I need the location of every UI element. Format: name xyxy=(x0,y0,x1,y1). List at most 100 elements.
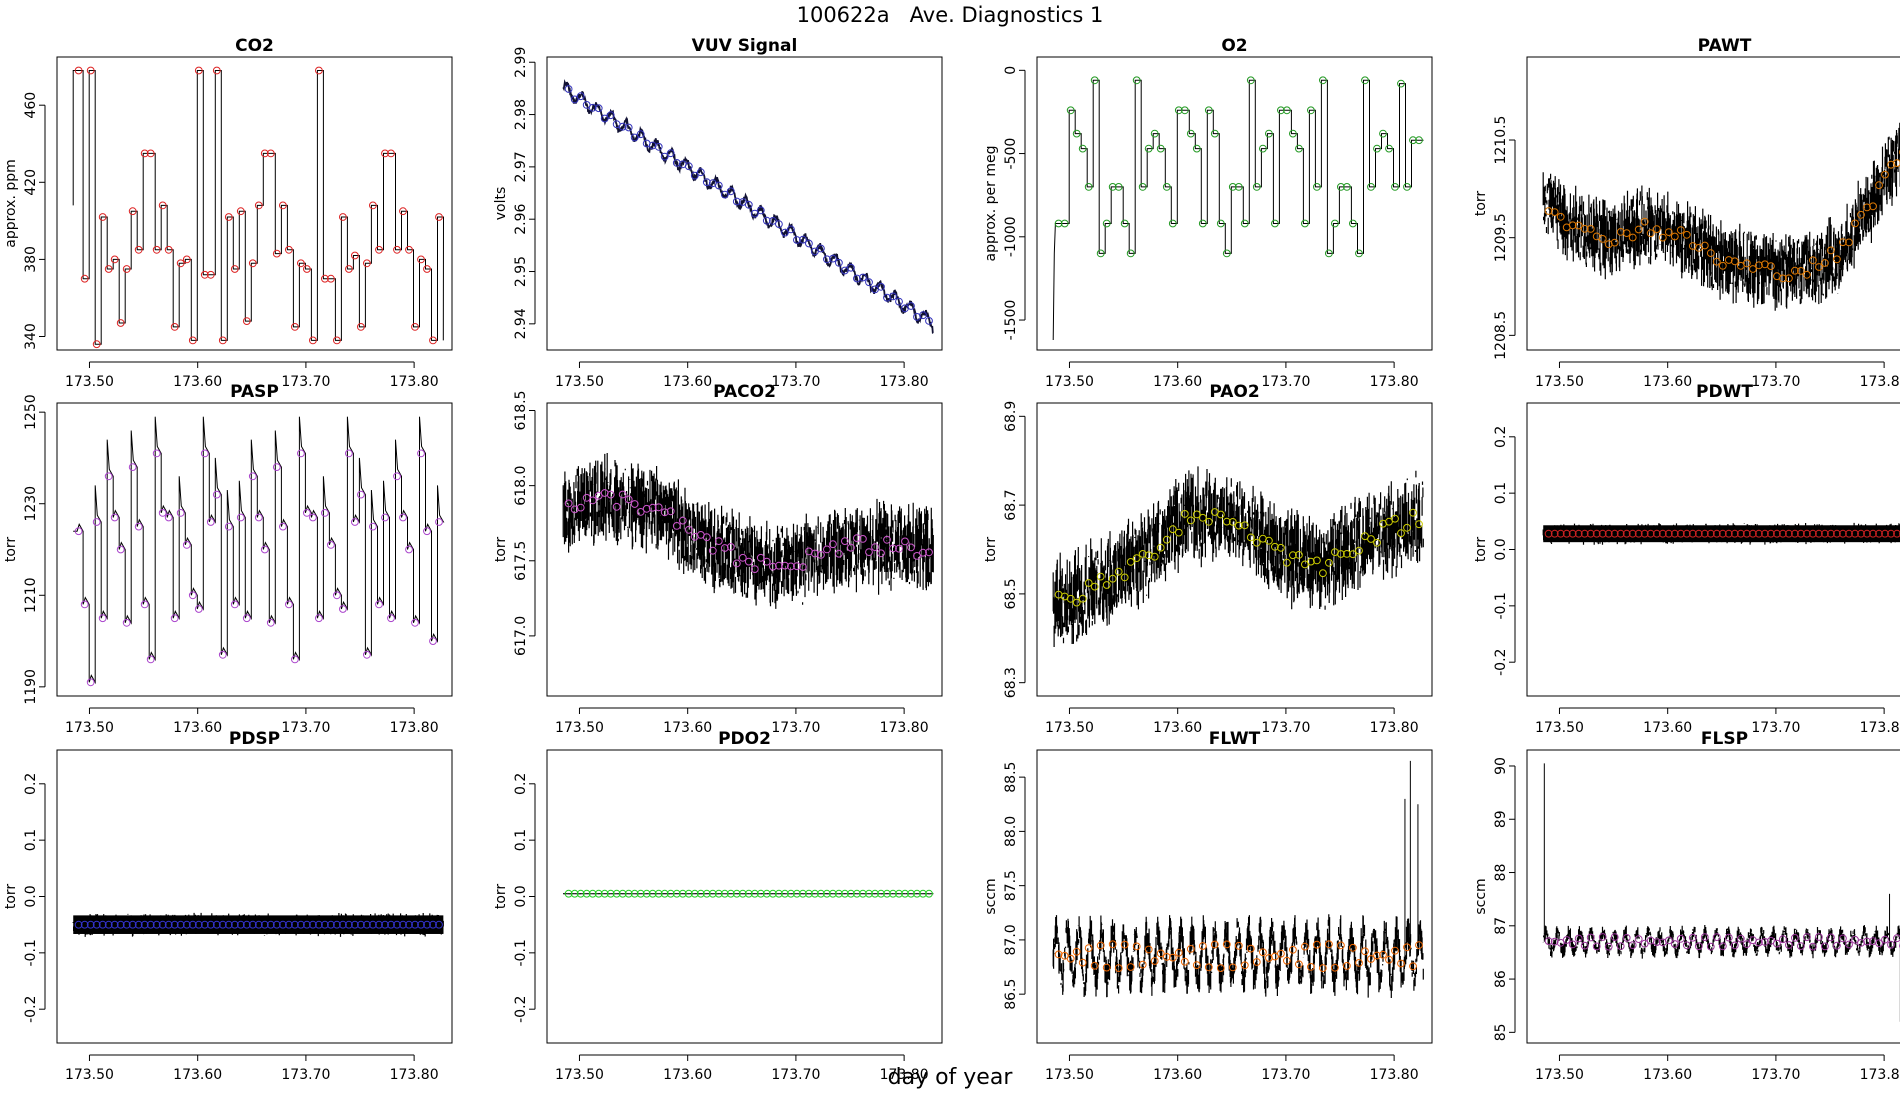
data-point xyxy=(1283,558,1291,567)
data-point xyxy=(696,889,705,898)
data-point xyxy=(1706,529,1715,538)
data-point xyxy=(642,889,651,898)
data-point xyxy=(594,889,603,898)
data-point xyxy=(1373,951,1381,960)
data-point xyxy=(907,889,915,898)
data-point xyxy=(1295,960,1303,969)
series-band xyxy=(73,915,444,934)
data-point xyxy=(182,541,191,549)
data-point xyxy=(805,239,813,248)
data-point xyxy=(817,244,825,253)
data-point xyxy=(315,920,323,929)
y-tick-label: 0.2 xyxy=(1493,426,1509,448)
y-tick-label: 0.0 xyxy=(513,885,529,907)
data-point xyxy=(1331,219,1339,228)
data-point xyxy=(1072,598,1081,607)
data-point xyxy=(266,618,275,627)
data-point xyxy=(134,245,143,254)
data-point xyxy=(435,920,443,929)
data-point xyxy=(1875,181,1883,190)
data-point xyxy=(1851,935,1859,944)
data-point xyxy=(206,518,215,526)
data-point xyxy=(1670,232,1679,241)
chart-vuv: VUV Signal volts 173.50 173.60 173.70 173.80 2… xyxy=(493,36,943,390)
data-point xyxy=(1682,941,1691,950)
data-point xyxy=(1724,529,1733,538)
data-point xyxy=(1616,228,1625,236)
data-point xyxy=(1174,106,1183,115)
data-point xyxy=(1102,963,1111,972)
data-point xyxy=(1307,557,1315,566)
plot-frame xyxy=(1036,402,1433,697)
data-point xyxy=(1204,517,1213,526)
data-point xyxy=(411,323,419,331)
y-tick-label: 340 xyxy=(23,323,39,350)
data-point xyxy=(200,920,209,929)
data-point xyxy=(1700,529,1709,538)
data-point xyxy=(1803,270,1811,279)
data-point xyxy=(140,600,149,609)
data-point xyxy=(1066,106,1075,115)
data-point xyxy=(925,548,933,557)
data-point xyxy=(781,228,789,237)
x-tick-label: 173.80 xyxy=(1370,374,1419,390)
data-point xyxy=(775,889,783,898)
data-point xyxy=(1228,963,1237,972)
data-point xyxy=(865,889,873,898)
data-point xyxy=(1096,941,1105,950)
data-point xyxy=(248,920,257,929)
data-point xyxy=(116,920,125,929)
data-point xyxy=(1271,542,1279,551)
x-tick-label: 173.70 xyxy=(1751,720,1800,736)
x-tick-label: 173.80 xyxy=(390,374,439,390)
data-point xyxy=(1240,219,1249,228)
y-tick-label: -0.2 xyxy=(23,996,39,1023)
x-tick-label: 173.50 xyxy=(1535,720,1584,736)
data-point xyxy=(1676,529,1685,538)
data-point xyxy=(895,297,903,306)
data-point xyxy=(1156,949,1165,958)
data-point xyxy=(321,509,329,517)
data-point xyxy=(690,171,699,180)
data-point xyxy=(80,920,89,929)
data-point xyxy=(279,522,287,531)
data-point xyxy=(1610,933,1619,941)
data-point xyxy=(1628,529,1637,538)
data-point xyxy=(1156,543,1165,552)
data-point xyxy=(291,323,299,331)
data-point xyxy=(369,522,377,531)
data-point xyxy=(1568,940,1577,949)
data-point xyxy=(1331,963,1339,972)
data-point xyxy=(1628,233,1637,242)
data-point xyxy=(1409,136,1417,145)
data-point xyxy=(1090,76,1099,85)
data-point xyxy=(811,889,819,898)
data-point xyxy=(1415,520,1423,529)
data-point xyxy=(1676,934,1685,943)
data-point xyxy=(1180,106,1189,115)
y-tick-label: -1500 xyxy=(1003,300,1019,341)
series-noise xyxy=(1052,466,1424,647)
chart-title: PAWT xyxy=(1698,36,1752,56)
data-point xyxy=(883,293,891,302)
chart-flsp: FLSP sccm 173.50 173.60 173.70 173.80 85 86 87 88… xyxy=(1473,729,1900,1083)
data-point xyxy=(1084,579,1093,587)
data-point xyxy=(853,274,861,283)
data-point xyxy=(1749,529,1757,538)
data-point xyxy=(1821,259,1829,267)
data-point xyxy=(1815,263,1823,271)
data-point xyxy=(1102,581,1111,589)
data-point xyxy=(212,920,221,929)
data-point xyxy=(865,548,873,556)
data-point xyxy=(1265,954,1273,962)
data-point xyxy=(1084,183,1093,191)
data-point xyxy=(1767,529,1775,538)
data-point xyxy=(363,259,371,268)
x-tick-label: 173.60 xyxy=(663,374,712,390)
y-axis-label: torr xyxy=(1473,191,1489,217)
data-point xyxy=(1373,144,1381,153)
data-point xyxy=(1114,183,1123,191)
data-point xyxy=(901,889,909,898)
data-point xyxy=(170,323,179,331)
data-point xyxy=(660,889,669,898)
